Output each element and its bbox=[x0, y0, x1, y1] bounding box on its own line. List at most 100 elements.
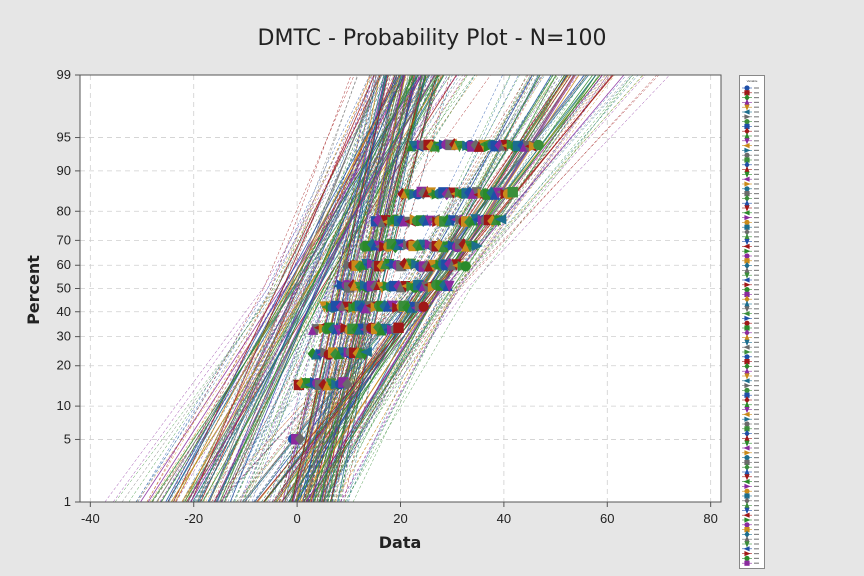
x-tick-label: -20 bbox=[184, 511, 203, 526]
y-tick-label: 80 bbox=[57, 203, 71, 218]
series-fit-line bbox=[135, 74, 370, 503]
legend-entry bbox=[742, 354, 759, 360]
legend-entry bbox=[742, 555, 759, 561]
series-fit-line bbox=[193, 74, 451, 503]
data-point-marker bbox=[744, 152, 750, 158]
legend-entry bbox=[742, 157, 759, 163]
data-point-marker bbox=[743, 512, 750, 518]
legend-entry-label bbox=[754, 452, 759, 454]
data-point-marker bbox=[744, 551, 751, 557]
series-fit-line bbox=[221, 74, 466, 503]
legend-entry bbox=[742, 483, 759, 489]
legend-entry bbox=[742, 396, 759, 404]
legend-entry bbox=[742, 191, 759, 197]
legend-entry-label bbox=[754, 409, 759, 411]
legend-entry-label bbox=[754, 332, 759, 334]
legend-entry-label bbox=[754, 212, 759, 214]
data-point-marker bbox=[360, 301, 371, 314]
legend-entry-label bbox=[754, 375, 759, 377]
legend-entry-label bbox=[754, 250, 759, 252]
legend-entry bbox=[742, 123, 759, 129]
series-fit-line bbox=[114, 74, 402, 503]
legend-entry-label bbox=[754, 308, 759, 310]
series-fit-line bbox=[335, 74, 610, 503]
legend-entry bbox=[742, 507, 759, 514]
legend-entry-label bbox=[754, 370, 759, 372]
legend-entry bbox=[742, 546, 759, 552]
legend-entry-label bbox=[754, 543, 759, 545]
data-point-marker bbox=[744, 362, 750, 370]
data-point-marker bbox=[744, 228, 750, 236]
series-fit-line bbox=[195, 74, 430, 503]
data-point-marker bbox=[744, 300, 750, 307]
legend-entry bbox=[742, 176, 759, 182]
data-point-marker bbox=[744, 205, 750, 212]
data-point-marker bbox=[744, 483, 751, 489]
data-point-marker bbox=[744, 282, 751, 288]
legend-entry-label bbox=[754, 505, 759, 507]
legend-entry-label bbox=[754, 241, 759, 243]
legend-entry bbox=[742, 98, 759, 105]
legend-entry-label bbox=[754, 111, 759, 113]
series-fit-line bbox=[333, 74, 441, 503]
series-fit-line bbox=[236, 74, 529, 503]
series-fit-line bbox=[171, 74, 414, 503]
legend-entry bbox=[742, 329, 759, 337]
legend-entry-label bbox=[754, 140, 759, 142]
data-point-marker bbox=[744, 239, 750, 246]
data-point-marker bbox=[424, 259, 435, 272]
data-point-marker bbox=[744, 85, 750, 91]
legend-entry-label bbox=[754, 207, 759, 209]
series-fit-line bbox=[227, 74, 460, 503]
series-fit-line bbox=[220, 74, 406, 503]
data-point-marker bbox=[744, 98, 750, 105]
data-point-marker bbox=[301, 378, 313, 390]
legend-entry-label bbox=[754, 236, 759, 238]
legend-entry bbox=[742, 459, 759, 465]
legend-entry bbox=[742, 502, 759, 509]
data-point-marker bbox=[744, 359, 750, 365]
series-fit-line bbox=[239, 74, 420, 503]
data-point-marker bbox=[743, 143, 750, 149]
data-point-marker bbox=[395, 280, 407, 293]
data-point-marker bbox=[744, 507, 750, 514]
series-fit-line bbox=[146, 74, 372, 503]
y-tick-label: 30 bbox=[57, 329, 71, 344]
series-fit-line bbox=[185, 74, 411, 503]
legend-entry-label bbox=[754, 509, 759, 511]
legend-entry-label bbox=[754, 471, 759, 473]
legend-entry bbox=[742, 258, 759, 264]
x-tick-label: -40 bbox=[81, 511, 100, 526]
x-tick-label: 20 bbox=[393, 511, 407, 526]
data-point-marker bbox=[744, 339, 750, 346]
legend-entry bbox=[742, 311, 759, 317]
series-fit-line bbox=[272, 74, 372, 503]
legend-entry-label bbox=[754, 447, 759, 449]
legend-entry bbox=[742, 228, 759, 236]
data-point-marker bbox=[744, 127, 750, 135]
data-point-marker bbox=[744, 535, 750, 542]
series-fit-line bbox=[345, 74, 599, 503]
series-fit-line bbox=[240, 74, 448, 503]
legend-entry-label bbox=[754, 293, 759, 295]
legend-entry-label bbox=[754, 437, 759, 439]
data-point-marker bbox=[386, 238, 397, 250]
y-tick-label: 5 bbox=[64, 431, 71, 446]
data-point-marker bbox=[744, 138, 750, 145]
data-point-marker bbox=[294, 432, 306, 446]
data-point-marker bbox=[744, 253, 750, 259]
data-point-marker bbox=[744, 407, 750, 414]
legend-entry bbox=[742, 132, 759, 139]
legend-entry-label bbox=[754, 361, 759, 363]
data-point-marker bbox=[398, 215, 410, 227]
data-point-marker bbox=[744, 367, 750, 374]
series-fit-line bbox=[196, 74, 381, 503]
legend-entry-label bbox=[754, 260, 759, 262]
data-point-marker bbox=[744, 171, 750, 178]
legend-entry bbox=[742, 266, 759, 273]
legend-entry bbox=[742, 530, 759, 538]
data-point-marker bbox=[743, 546, 750, 552]
y-tick-label: 99 bbox=[57, 67, 71, 82]
data-point-marker bbox=[744, 266, 750, 273]
legend-entry bbox=[742, 383, 759, 389]
